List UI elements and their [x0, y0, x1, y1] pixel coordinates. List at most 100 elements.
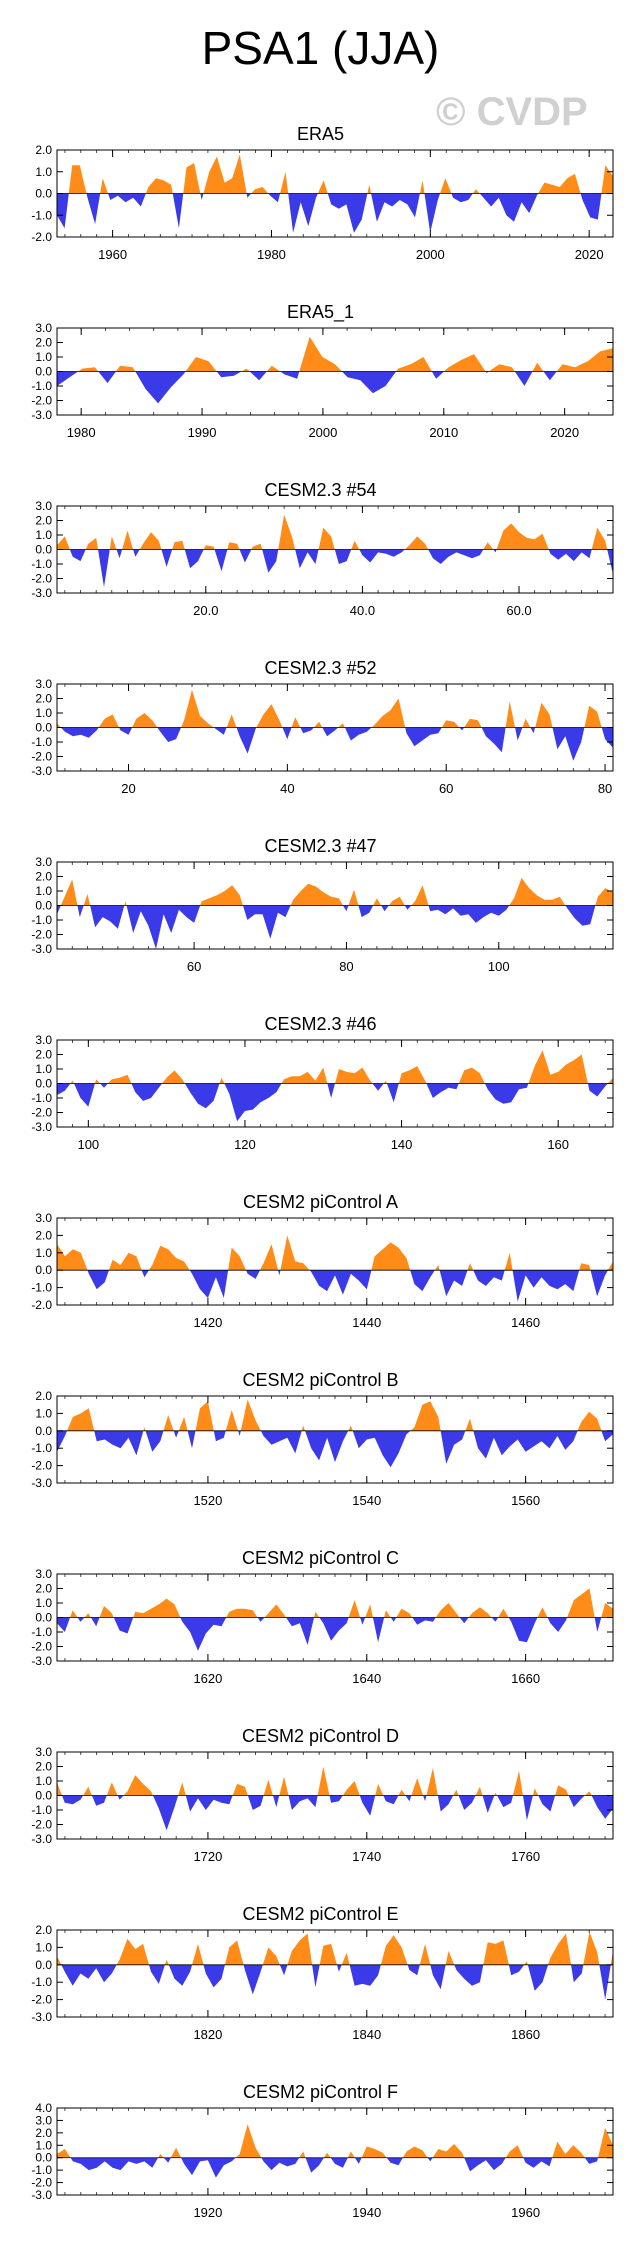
x-tick-label: 1740: [352, 1849, 381, 1864]
chart-svg: 2.0 1.0 0.0 -1.0 -2.0 -3.0 1820 1840 1860: [31, 1923, 614, 2042]
y-tick-label: 0.0: [35, 187, 52, 201]
y-tick-label: 3.0: [35, 1211, 52, 1225]
y-tick-label: 3.0: [35, 1567, 52, 1581]
panel-title: CESM2 piControl D: [241, 1726, 400, 1746]
x-tick-label: 2000: [416, 247, 445, 262]
panel-title: CESM2 piControl E: [242, 1904, 399, 1924]
y-tick-label: -2.0: [31, 750, 52, 764]
y-tick-label: 0.0: [35, 1611, 52, 1625]
negative-area: [57, 1964, 613, 2000]
x-tick-label: 20: [121, 781, 135, 796]
y-tick-label: -1.0: [31, 1803, 52, 1817]
x-tick-label: 1720: [193, 1849, 222, 1864]
x-tick-label: 1920: [193, 2205, 222, 2220]
y-tick-label: 2.0: [35, 870, 52, 884]
negative-area: [57, 1270, 613, 1302]
y-tick-label: -1.0: [31, 913, 52, 927]
y-tick-label: 2.0: [35, 1228, 52, 1242]
x-tick-label: 160: [547, 1137, 569, 1152]
y-tick-label: 0.0: [35, 1077, 52, 1091]
y-tick-label: -3.0: [31, 408, 52, 422]
y-tick-label: -3.0: [31, 764, 52, 778]
y-tick-label: 4.0: [35, 2101, 52, 2115]
x-tick-label: 40.0: [350, 603, 375, 618]
chart-panel: CESM2.3 #47 3.0 2.0 1.0 0.0 -1.0 -2.0 -3.0 60 80 1…: [0, 836, 641, 1014]
y-tick-label: 2.0: [35, 1760, 52, 1774]
y-tick-label: -3.0: [31, 2010, 52, 2024]
x-tick-label: 1760: [511, 1849, 540, 1864]
y-tick-label: 1.0: [35, 350, 52, 364]
chart-svg: 3.02.01.00.0-1.0-2.0-3.0 1980 1990 2000 2010…: [31, 321, 614, 440]
x-tick-label: 1620: [193, 1671, 222, 1686]
y-tick-label: -2.0: [31, 1106, 52, 1120]
x-tick-label: 1980: [67, 425, 96, 440]
chart-svg: 2.0 1.0 0.0 -1.0 -2.0 1960 1980 2000 2020: [31, 143, 614, 262]
y-tick-label: -1.0: [31, 208, 52, 222]
y-tick-label: -3.0: [31, 2188, 52, 2202]
negative-area: [70, 2157, 598, 2178]
x-tick-label: 2010: [429, 425, 458, 440]
negative-area: [57, 371, 613, 404]
y-tick-label: -1.0: [31, 557, 52, 571]
x-tick-label: 1640: [352, 1671, 381, 1686]
x-tick-label: 1440: [352, 1315, 381, 1330]
cvdp-watermark: © CVDP: [436, 90, 588, 134]
x-tick-label: 1980: [257, 247, 286, 262]
x-tick-label: 2000: [308, 425, 337, 440]
x-tick-label: 60.0: [506, 603, 531, 618]
panel-title: ERA5: [296, 124, 345, 144]
positive-area: [57, 514, 613, 550]
panel-title: CESM2.3 #52: [264, 658, 377, 678]
chart-panel: ERA5_1 3.0 2.0 1.0 0.0 -1.0 -2.0 -3.0 1980 1990 20…: [0, 302, 641, 480]
y-tick-label: -1.0: [31, 1281, 52, 1295]
y-tick-label: 0.0: [35, 543, 52, 557]
x-tick-label: 100: [488, 959, 510, 974]
y-tick-label: 3.0: [35, 321, 52, 335]
x-tick-label: 1420: [193, 1315, 222, 1330]
positive-area: [67, 1399, 602, 1431]
y-tick-label: -2.0: [31, 394, 52, 408]
y-tick-label: -2.0: [31, 1459, 52, 1473]
plot-frame: [56, 2107, 614, 2196]
figure-title: PSA1 (JJA): [201, 22, 440, 74]
panel-title: ERA5_1: [286, 302, 355, 322]
x-tick-label: 80: [598, 781, 612, 796]
y-tick-label: 2.0: [35, 1389, 52, 1403]
y-tick-label: 1.0: [35, 1774, 52, 1788]
y-tick-label: -3.0: [31, 1832, 52, 1846]
x-tick-label: 1460: [511, 1315, 540, 1330]
y-tick-label: -3.0: [31, 586, 52, 600]
y-tick-label: 2.0: [35, 1923, 52, 1937]
chart-panel: CESM2 piControl B 2.0 1.0 0.0 -1.0 -2.0 -3.0 15…: [0, 1370, 641, 1548]
positive-area: [57, 1931, 613, 1965]
y-tick-label: 1.0: [35, 165, 52, 179]
y-tick-label: 2.0: [35, 692, 52, 706]
chart-panel: CESM2 piControl E 2.0 1.0 0.0 -1.0 -2.0 -3.0 18…: [0, 1904, 641, 2082]
y-tick-label: -1.0: [31, 1625, 52, 1639]
positive-area: [57, 1588, 613, 1618]
y-tick-label: 1.0: [35, 1062, 52, 1076]
y-tick-label: -3.0: [31, 1120, 52, 1134]
y-tick-label: 1.0: [35, 2138, 52, 2152]
x-tick-label: 120: [234, 1137, 256, 1152]
y-tick-label: 3.0: [35, 1745, 52, 1759]
x-tick-label: 1960: [511, 2205, 540, 2220]
y-tick-label: -1.0: [31, 2163, 52, 2177]
chart-panel: CESM2 piControl C 3.0 2.0 1.0 0.0 -1.0 -2.0 -3.…: [0, 1548, 641, 1726]
x-tick-label: 1960: [98, 247, 127, 262]
chart-svg: 3.02.01.00.0-1.0-2.0-3.0 20 40 60 80: [31, 677, 614, 796]
y-tick-label: -3.0: [31, 1654, 52, 1668]
x-tick-label: 1940: [352, 2205, 381, 2220]
y-tick-label: 3.0: [35, 855, 52, 869]
negative-area: [57, 1795, 613, 1831]
y-tick-label: 1.0: [35, 706, 52, 720]
positive-area: [57, 2124, 613, 2158]
x-tick-label: 100: [77, 1137, 99, 1152]
y-tick-label: 2.0: [35, 1582, 52, 1596]
negative-area: [57, 1083, 613, 1122]
positive-area: [57, 1235, 613, 1271]
y-tick-label: 2.0: [35, 2126, 52, 2140]
y-tick-label: -1.0: [31, 1091, 52, 1105]
y-tick-label: 1.0: [35, 884, 52, 898]
y-tick-label: -2.0: [31, 1993, 52, 2007]
